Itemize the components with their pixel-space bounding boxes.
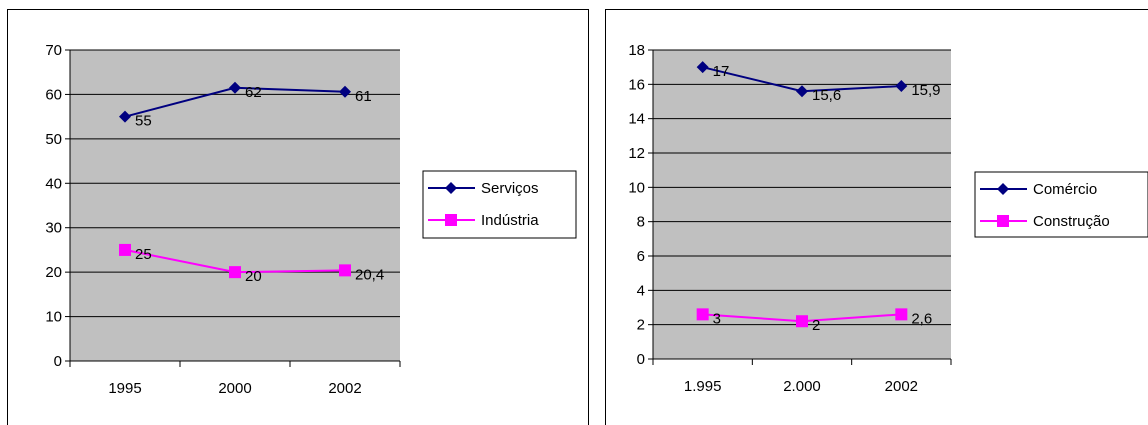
y-tick-label: 60 — [45, 86, 62, 103]
y-tick-label: 70 — [45, 42, 62, 59]
legend-label: Construção — [1033, 213, 1110, 230]
y-tick-label: 16 — [628, 76, 645, 93]
data-point — [119, 110, 131, 123]
data-point — [229, 266, 241, 279]
data-label: 2,6 — [911, 310, 932, 327]
data-label: 20 — [245, 268, 262, 285]
x-tick-label: 2002 — [885, 378, 918, 395]
y-tick-label: 30 — [45, 220, 62, 237]
y-tick-label: 20 — [45, 264, 62, 281]
data-label: 15,9 — [911, 82, 940, 99]
data-point — [895, 80, 908, 93]
data-point — [696, 308, 709, 321]
y-tick-label: 50 — [45, 131, 62, 148]
y-tick-label: 8 — [637, 214, 645, 231]
data-label: 55 — [135, 113, 152, 130]
y-tick-label: 0 — [637, 351, 645, 368]
legend-label: Serviços — [481, 180, 539, 197]
data-label: 25 — [135, 246, 152, 263]
y-tick-label: 0 — [54, 353, 62, 370]
data-point — [229, 81, 241, 94]
data-point — [339, 264, 351, 277]
x-tick-label: 1995 — [108, 380, 141, 397]
y-tick-label: 12 — [628, 145, 645, 162]
y-tick-label: 2 — [637, 317, 645, 334]
y-tick-label: 40 — [45, 175, 62, 192]
legend-marker — [445, 214, 457, 226]
y-tick-label: 6 — [637, 248, 645, 265]
plot-area — [653, 50, 951, 359]
chart-left: 0 10 20 30 40 50 60 70 1995 2000 2002 55 62 61 25 20 20,… — [45, 42, 577, 397]
data-label: 3 — [713, 310, 721, 327]
legend-label: Indústria — [481, 212, 539, 229]
legend-box — [422, 170, 577, 239]
x-tick-label: 2002 — [328, 380, 361, 397]
data-point — [796, 85, 808, 98]
data-label: 2 — [812, 317, 820, 334]
data-label: 15,6 — [812, 87, 841, 104]
y-tick-label: 10 — [45, 309, 62, 326]
series-1: 3 2 2,6 — [696, 308, 932, 334]
chart-right: 0 2 4 6 8 10 12 14 16 18 1.995 2.000 2002 17 15,6 15,9 3… — [628, 42, 1148, 395]
plot-area — [70, 50, 400, 361]
legend-marker — [997, 215, 1009, 227]
y-tick-label: 14 — [628, 111, 645, 128]
series-1: 25 20 20,4 — [119, 243, 384, 285]
legend-marker — [997, 183, 1009, 195]
series-0: 17 15,6 15,9 — [696, 61, 941, 104]
legend-marker — [445, 182, 457, 194]
data-point — [339, 85, 351, 98]
legend: Comércio Construção — [974, 171, 1148, 238]
data-label: 62 — [245, 84, 262, 101]
series-0: 55 62 61 — [119, 81, 372, 130]
x-tick-label: 1.995 — [684, 378, 722, 395]
x-tick-label: 2.000 — [783, 378, 821, 395]
legend-label: Comércio — [1033, 181, 1097, 198]
data-point — [895, 308, 908, 321]
data-label: 20,4 — [355, 266, 384, 283]
data-label: 17 — [713, 63, 730, 80]
x-tick-label: 2000 — [218, 380, 251, 397]
data-point — [119, 243, 131, 256]
data-label: 61 — [355, 88, 372, 105]
data-point — [696, 61, 709, 74]
data-point — [796, 315, 808, 328]
legend: Serviços Indústria — [422, 170, 577, 239]
y-tick-label: 4 — [637, 282, 645, 299]
y-tick-label: 18 — [628, 42, 645, 59]
y-tick-label: 10 — [628, 179, 645, 196]
